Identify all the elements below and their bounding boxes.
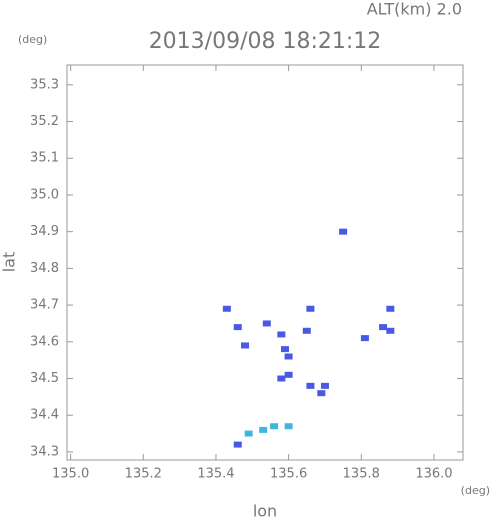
echo-point	[284, 371, 293, 378]
x-tick-label: 135.2	[125, 467, 162, 482]
echo-point	[277, 375, 286, 382]
echo-point	[270, 423, 279, 430]
x-tick-label: 135.6	[270, 467, 307, 482]
altitude-label: ALT(km) 2.0	[367, 0, 462, 19]
y-tick-label: 35.0	[30, 187, 59, 202]
x-tick-label: 136.0	[415, 467, 452, 482]
echo-point	[339, 228, 348, 235]
echo-point	[233, 324, 242, 331]
y-tick-label: 34.4	[30, 408, 59, 423]
echo-point	[386, 327, 395, 334]
y-tick-label: 35.3	[30, 77, 59, 92]
echo-point	[222, 305, 231, 312]
chart-title: 2013/09/08 18:21:12	[149, 29, 382, 54]
x-tick-label: 135.0	[52, 467, 89, 482]
echo-point	[360, 335, 369, 342]
y-tick-label: 34.5	[30, 371, 59, 386]
y-tick-label: 34.6	[30, 334, 59, 349]
echo-point	[280, 346, 289, 353]
echo-point	[284, 423, 293, 430]
y-tick-label: 34.8	[30, 261, 59, 276]
x-unit: (deg)	[461, 484, 490, 497]
echo-point	[259, 426, 268, 433]
x-axis-label: lon	[253, 502, 277, 521]
echo-point	[317, 390, 326, 397]
echo-point	[320, 382, 329, 389]
y-tick-label: 34.3	[30, 444, 59, 459]
y-tick-label: 35.1	[30, 151, 59, 166]
echo-point	[306, 382, 315, 389]
y-tick-label: 34.7	[30, 298, 59, 313]
x-tick-label: 135.4	[197, 467, 234, 482]
y-axis-label: lat	[0, 252, 19, 273]
echo-point	[262, 320, 271, 327]
echo-point	[277, 331, 286, 338]
echo-point	[241, 342, 250, 349]
echo-point	[306, 305, 315, 312]
y-tick-label: 35.2	[30, 114, 59, 129]
y-tick-label: 34.9	[30, 224, 59, 239]
echo-point	[386, 305, 395, 312]
x-tick-label: 135.8	[343, 467, 380, 482]
echo-point	[233, 441, 242, 448]
plot-frame	[66, 64, 464, 461]
echo-point	[379, 324, 388, 331]
y-unit: (deg)	[18, 33, 47, 46]
echo-point	[302, 327, 311, 334]
echo-point	[244, 430, 253, 437]
echo-point	[284, 353, 293, 360]
